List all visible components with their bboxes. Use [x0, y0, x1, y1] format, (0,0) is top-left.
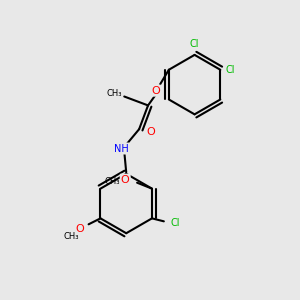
Text: CH₃: CH₃ — [106, 89, 122, 98]
Text: O: O — [147, 127, 155, 137]
Text: O: O — [151, 85, 160, 96]
Text: NH: NH — [114, 143, 129, 154]
Text: Cl: Cl — [171, 218, 181, 228]
Text: CH₃: CH₃ — [63, 232, 79, 241]
Text: CH₃: CH₃ — [104, 177, 120, 186]
Text: O: O — [121, 175, 130, 185]
Text: Cl: Cl — [226, 65, 236, 75]
Text: O: O — [75, 224, 84, 234]
Text: Cl: Cl — [190, 40, 199, 50]
